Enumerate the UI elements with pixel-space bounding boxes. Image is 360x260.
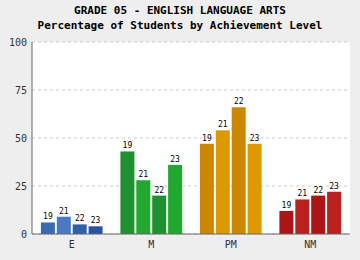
y-tick-label: 75: [15, 85, 27, 96]
bar-year-label: 22: [75, 214, 85, 223]
y-axis-line: [32, 42, 33, 234]
bar-year-label: 21: [138, 170, 148, 179]
bar: [311, 196, 325, 234]
bar-year-label: 19: [43, 212, 53, 221]
bar-year-label: 19: [123, 141, 133, 150]
bar-year-label: 22: [313, 186, 323, 195]
grid-line: [32, 42, 350, 43]
bar-year-label: 19: [202, 134, 212, 143]
bar-year-label: 23: [250, 134, 260, 143]
bar-year-label: 19: [282, 201, 292, 210]
bar: [200, 144, 214, 234]
subtitle: Percentage of Students by Achievement Le…: [38, 19, 323, 32]
bar-year-label: 22: [234, 97, 244, 106]
bar: [295, 199, 309, 234]
bar: [327, 192, 341, 234]
y-tick-label: 0: [21, 229, 27, 240]
bar-year-label: 21: [59, 207, 69, 216]
bar: [73, 224, 87, 234]
bar: [136, 180, 150, 234]
grid-line: [32, 234, 350, 235]
bar: [89, 226, 103, 234]
bar: [168, 165, 182, 234]
y-tick-label: 100: [9, 37, 27, 48]
bar-year-label: 22: [154, 186, 164, 195]
y-tick-label: 50: [15, 133, 27, 144]
bar-year-label: 23: [329, 182, 339, 191]
bar-year-label: 21: [297, 189, 307, 198]
grid-line: [32, 90, 350, 91]
grid-line: [32, 138, 350, 139]
plot-background: [32, 42, 350, 234]
bar: [232, 107, 246, 234]
bar: [279, 211, 293, 234]
bar-year-label: 21: [218, 120, 228, 129]
bar-year-label: 23: [91, 216, 101, 225]
chart-container: GRADE 05 - ENGLISH LANGUAGE ARTS Percenta…: [0, 0, 360, 260]
chart-svg: GRADE 05 - ENGLISH LANGUAGE ARTS Percenta…: [0, 0, 360, 260]
bar: [120, 151, 134, 234]
bars: [41, 107, 341, 234]
bar-year-label: 23: [170, 155, 180, 164]
x-tick-label: PM: [225, 239, 237, 250]
bar: [41, 222, 55, 234]
bar: [216, 130, 230, 234]
bar: [152, 196, 166, 234]
bar: [248, 144, 262, 234]
title: GRADE 05 - ENGLISH LANGUAGE ARTS: [74, 4, 286, 17]
x-tick-label: E: [69, 239, 75, 250]
x-tick-label: M: [148, 239, 154, 250]
x-tick-label: NM: [304, 239, 316, 250]
y-tick-label: 25: [15, 181, 27, 192]
bar: [57, 217, 71, 234]
grid-line: [32, 186, 350, 187]
bar-labels: 19 21 22 23 19 21 22 23 19 21 22 23 19 21 22 23: [43, 97, 339, 225]
x-axis-line: [32, 234, 350, 235]
